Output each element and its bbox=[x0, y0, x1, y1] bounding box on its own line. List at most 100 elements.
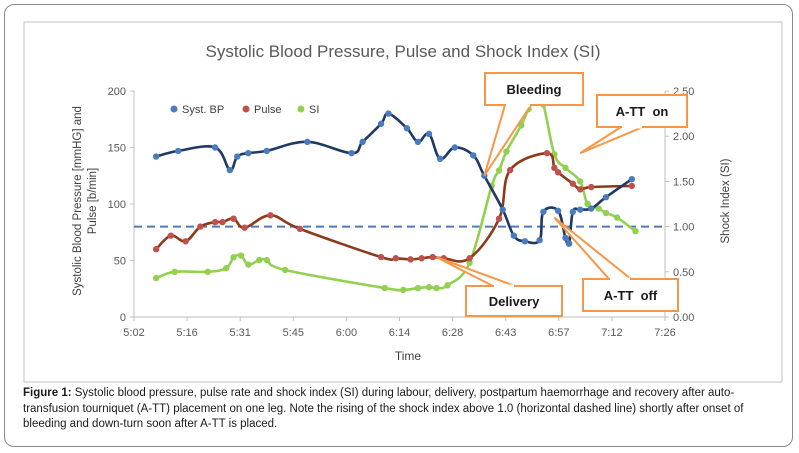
data-point-pulse bbox=[506, 166, 514, 174]
chart-svg: Systolic Blood Pressure, Pulse and Shock… bbox=[23, 21, 783, 383]
data-point-syst-bp bbox=[470, 152, 477, 159]
data-point-pulse bbox=[267, 212, 274, 219]
y-left-tick-label: 150 bbox=[108, 143, 126, 155]
data-point-pulse bbox=[418, 255, 425, 262]
x-tick-label: 7:12 bbox=[601, 327, 622, 339]
data-point-si bbox=[632, 227, 639, 235]
data-point-si bbox=[152, 274, 160, 282]
data-point-pulse bbox=[296, 225, 304, 233]
data-point-pulse bbox=[392, 255, 400, 262]
legend-marker-syst-bp bbox=[170, 105, 178, 113]
legend-label-pulse: Pulse bbox=[254, 104, 282, 116]
data-point-si bbox=[466, 259, 473, 266]
y-axis-left-label-line2: Pulse [b/min] bbox=[87, 168, 99, 234]
caption-label: Figure 1: bbox=[23, 387, 72, 399]
x-tick-label: 5:45 bbox=[283, 327, 304, 339]
callout-box-a-tt-off bbox=[582, 278, 679, 312]
figure-caption: Figure 1: Systolic blood pressure, pulse… bbox=[23, 386, 783, 433]
data-point-si bbox=[562, 164, 569, 172]
data-point-si bbox=[595, 205, 602, 212]
data-point-syst-bp bbox=[602, 194, 610, 201]
data-point-pulse bbox=[588, 183, 595, 191]
y-left-tick-label: 100 bbox=[108, 199, 126, 211]
y-axis-right-label: Shock Index (SI) bbox=[720, 158, 732, 243]
y-left-tick-label: 200 bbox=[108, 86, 126, 98]
data-point-syst-bp bbox=[304, 138, 311, 146]
x-tick-label: 6:14 bbox=[389, 327, 410, 339]
data-point-si bbox=[256, 256, 263, 264]
data-point-si bbox=[263, 256, 270, 264]
callout-text-a-tt-on: A-TT on bbox=[616, 104, 669, 119]
data-point-syst-bp bbox=[510, 232, 518, 239]
data-point-syst-bp bbox=[226, 166, 234, 174]
y-right-tick-label: 2.00 bbox=[673, 131, 694, 143]
data-point-syst-bp bbox=[152, 153, 160, 160]
x-tick-label: 6:57 bbox=[548, 327, 569, 339]
legend-label-si: SI bbox=[309, 104, 319, 116]
data-point-syst-bp bbox=[540, 208, 547, 216]
data-point-si bbox=[444, 282, 451, 289]
data-point-syst-bp bbox=[359, 138, 366, 146]
data-point-si bbox=[204, 268, 211, 275]
legend-marker-pulse bbox=[242, 105, 250, 113]
data-point-syst-bp bbox=[499, 206, 506, 213]
data-point-si bbox=[381, 284, 388, 292]
data-point-pulse bbox=[569, 180, 577, 187]
data-point-pulse bbox=[219, 218, 226, 226]
data-point-syst-bp bbox=[451, 144, 459, 151]
data-point-pulse bbox=[543, 149, 551, 157]
data-point-si bbox=[171, 268, 178, 275]
data-point-syst-bp bbox=[436, 155, 444, 162]
data-point-syst-bp bbox=[425, 130, 433, 138]
data-point-pulse bbox=[495, 215, 503, 222]
callout-text-a-tt-off: A-TT off bbox=[604, 288, 658, 303]
data-point-syst-bp bbox=[562, 234, 569, 242]
x-tick-label: 5:31 bbox=[229, 327, 250, 339]
data-point-syst-bp bbox=[628, 175, 636, 183]
data-point-syst-bp bbox=[245, 149, 252, 157]
data-point-pulse bbox=[167, 232, 175, 239]
data-point-syst-bp bbox=[175, 147, 182, 155]
data-point-pulse bbox=[429, 253, 436, 261]
data-point-pulse bbox=[407, 256, 414, 263]
data-point-syst-bp bbox=[565, 240, 573, 247]
y-right-tick-label: 0.50 bbox=[673, 267, 694, 279]
data-point-si bbox=[602, 209, 610, 217]
callout-text-bleeding: Bleeding bbox=[507, 82, 562, 97]
legend-marker-si bbox=[297, 105, 305, 113]
data-point-syst-bp bbox=[554, 207, 562, 214]
data-point-pulse bbox=[377, 253, 385, 261]
y-left-tick-label: 0 bbox=[120, 312, 126, 324]
y-left-tick-label: 50 bbox=[114, 256, 126, 268]
data-point-si bbox=[281, 266, 289, 274]
y-right-tick-label: 1.00 bbox=[673, 222, 694, 234]
data-point-si bbox=[237, 252, 245, 259]
data-point-si bbox=[584, 200, 591, 208]
data-point-syst-bp bbox=[211, 144, 219, 151]
data-point-pulse bbox=[466, 255, 473, 262]
data-point-si bbox=[613, 214, 621, 221]
x-tick-label: 5:16 bbox=[176, 327, 197, 339]
data-point-si bbox=[425, 283, 433, 291]
data-point-syst-bp bbox=[348, 149, 355, 157]
data-point-pulse bbox=[230, 215, 237, 222]
caption-text: Systolic blood pressure, pulse rate and … bbox=[23, 387, 744, 430]
x-tick-label: 5:02 bbox=[123, 327, 144, 339]
chart-container: Systolic Blood Pressure, Pulse and Shock… bbox=[23, 21, 784, 383]
data-point-si bbox=[414, 284, 422, 292]
data-point-pulse bbox=[211, 218, 219, 226]
data-point-si bbox=[399, 286, 407, 294]
data-point-syst-bp bbox=[588, 205, 595, 212]
x-tick-label: 6:43 bbox=[495, 327, 516, 339]
data-point-syst-bp bbox=[377, 120, 385, 127]
data-point-syst-bp bbox=[403, 125, 411, 132]
data-point-syst-bp bbox=[234, 153, 241, 160]
data-point-syst-bp bbox=[521, 238, 529, 245]
x-tick-label: 6:00 bbox=[336, 327, 357, 339]
data-point-pulse bbox=[554, 169, 562, 176]
data-point-syst-bp bbox=[263, 147, 270, 155]
y-axis-left-label: Systolic Blood Pressure [mmHG] and bbox=[72, 106, 84, 296]
data-point-pulse bbox=[152, 246, 160, 253]
data-point-si bbox=[230, 254, 237, 261]
data-point-syst-bp bbox=[385, 110, 392, 117]
